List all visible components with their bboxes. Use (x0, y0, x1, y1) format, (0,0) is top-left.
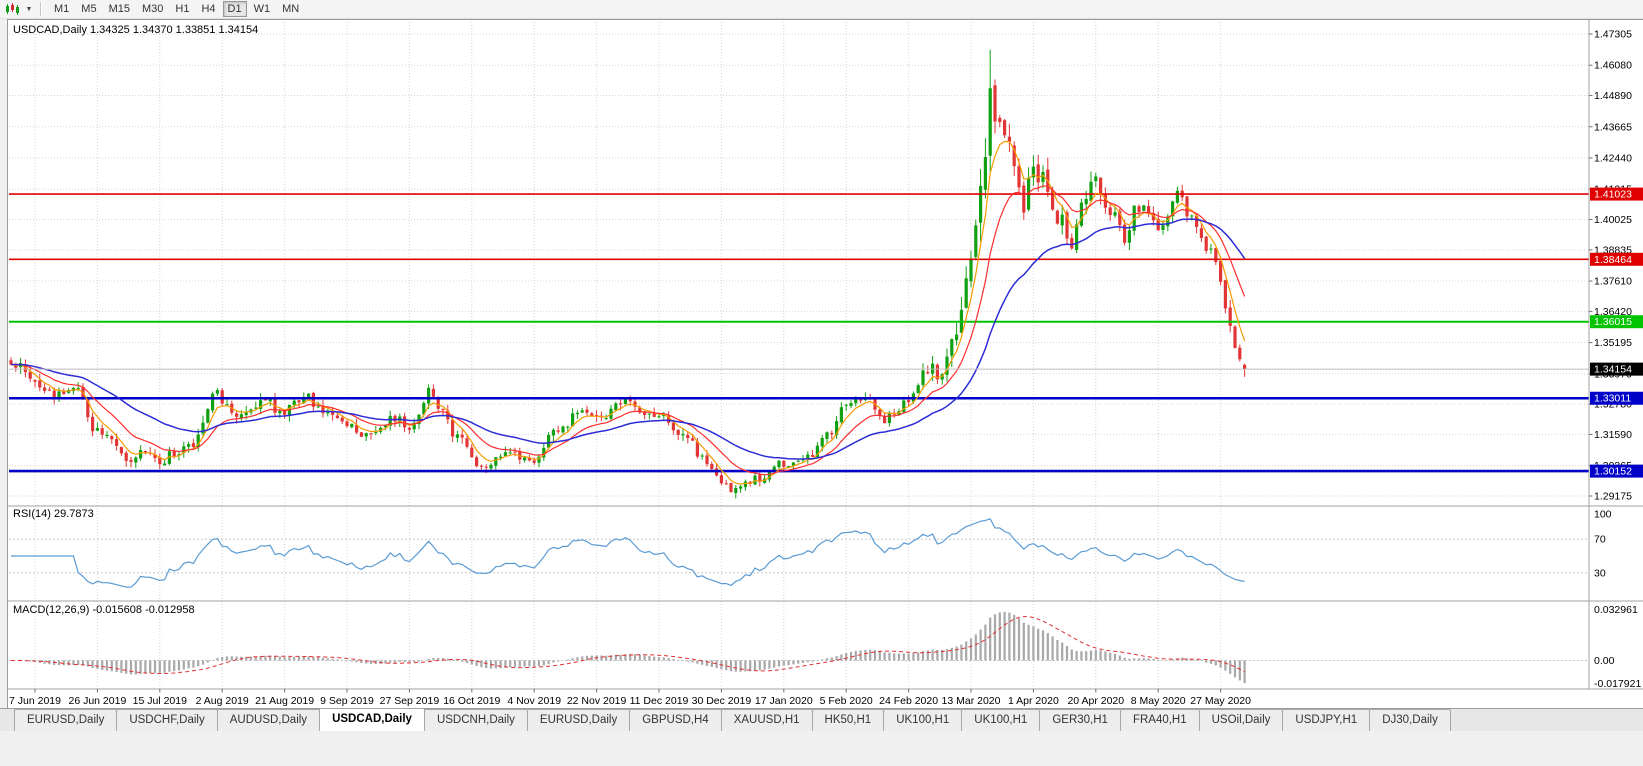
time-axis[interactable]: 7 Jun 2019 26 Jun 2019 15 Jul 2019 2 Aug 20… (9, 689, 1251, 707)
chart-tab-usdcad-daily[interactable]: USDCAD,Daily (319, 708, 425, 731)
svg-text:11 Dec 2019: 11 Dec 2019 (630, 695, 689, 707)
chart-tabs: EURUSD,Daily USDCHF,Daily AUDUSD,Daily USDC… (14, 708, 1451, 731)
timeframe-button-d1[interactable]: D1 (222, 1, 247, 17)
chart-tab-usoil-daily[interactable]: USOil,Daily (1198, 709, 1284, 731)
svg-text:1.34154: 1.34154 (1594, 364, 1632, 376)
svg-text:-0.017921: -0.017921 (1594, 678, 1641, 690)
top-toolbar: ▼ M1 M5 M15 M30 H1 H4 D1 W1 MN (0, 0, 1643, 19)
svg-text:13 Mar 2020: 13 Mar 2020 (942, 695, 1001, 707)
timeframe-button-m1[interactable]: M1 (54, 3, 70, 15)
grid-lines (9, 22, 1589, 689)
svg-text:1 Apr 2020: 1 Apr 2020 (1008, 695, 1059, 707)
svg-text:30: 30 (1594, 567, 1606, 579)
price-chart-canvas[interactable]: 1.473051.460801.448901.436651.424401.412… (8, 20, 1643, 709)
price-axis[interactable]: 1.473051.460801.448901.436651.424401.412… (1588, 20, 1643, 689)
candlestick-chart-icon[interactable] (3, 2, 23, 17)
chart-tab-xauusd-h1[interactable]: XAUUSD,H1 (720, 709, 813, 731)
svg-text:4 Nov 2019: 4 Nov 2019 (507, 695, 561, 707)
svg-text:1.44890: 1.44890 (1594, 90, 1632, 102)
status-strip (0, 731, 1643, 766)
timeframe-button-m30[interactable]: M30 (141, 3, 164, 15)
svg-text:100: 100 (1594, 509, 1612, 521)
chart-tab-audusd-daily[interactable]: AUDUSD,Daily (216, 709, 321, 731)
moving-average-lines (10, 140, 1246, 485)
svg-text:1.42440: 1.42440 (1594, 152, 1632, 164)
svg-text:1.47305: 1.47305 (1594, 29, 1632, 41)
svg-text:0.032961: 0.032961 (1594, 604, 1638, 616)
svg-text:27 Sep 2019: 27 Sep 2019 (380, 695, 440, 707)
chart-tab-uk100-h1[interactable]: UK100,H1 (961, 709, 1041, 731)
svg-text:1.43665: 1.43665 (1594, 121, 1632, 133)
toolbar-separator (40, 2, 41, 16)
chart-tab-dj30-daily[interactable]: DJ30,Daily (1369, 709, 1451, 731)
chart-tab-usdjpy-h1[interactable]: USDJPY,H1 (1282, 709, 1371, 731)
chart-tab-usdcnh-daily[interactable]: USDCNH,Daily (423, 709, 528, 731)
svg-text:1.33011: 1.33011 (1594, 393, 1631, 405)
svg-text:16 Oct 2019: 16 Oct 2019 (443, 695, 500, 707)
timeframe-button-m5[interactable]: M5 (81, 3, 97, 15)
svg-text:1.37610: 1.37610 (1594, 276, 1632, 288)
svg-text:9 Sep 2019: 9 Sep 2019 (320, 695, 374, 707)
chart-tab-usdchf-daily[interactable]: USDCHF,Daily (116, 709, 218, 731)
chart-menu-caret-icon[interactable]: ▼ (25, 5, 33, 13)
svg-text:7 Jun 2019: 7 Jun 2019 (9, 695, 61, 707)
chart-tab-eurusd-daily[interactable]: EURUSD,Daily (526, 709, 631, 731)
support-resistance-lines[interactable] (9, 193, 1589, 473)
svg-text:1.46080: 1.46080 (1594, 60, 1632, 72)
svg-text:8 May 2020: 8 May 2020 (1131, 695, 1186, 707)
chart-tab-fra40-h1[interactable]: FRA40,H1 (1119, 709, 1200, 731)
svg-text:5 Feb 2020: 5 Feb 2020 (820, 695, 873, 707)
svg-text:21 Aug 2019: 21 Aug 2019 (255, 695, 314, 707)
svg-text:15 Jul 2019: 15 Jul 2019 (133, 695, 187, 707)
macd-indicator-label: MACD(12,26,9) -0.015608 -0.012958 (13, 604, 195, 616)
chart-tab-eurusd-daily[interactable]: EURUSD,Daily (14, 709, 118, 731)
chart-title: USDCAD,Daily 1.34325 1.34370 1.33851 1.3… (13, 24, 259, 36)
svg-text:70: 70 (1594, 534, 1606, 546)
rsi-panel[interactable]: 100 70 30 (9, 509, 1612, 588)
chart-tab-bar: ◄► EURUSD,DailyUSDCHF,DailyAUDUSD,DailyU… (0, 708, 1643, 731)
svg-text:22 Nov 2019: 22 Nov 2019 (567, 695, 627, 707)
svg-text:1.38464: 1.38464 (1594, 254, 1632, 266)
chart-window: 1.473051.460801.448901.436651.424401.412… (7, 19, 1643, 708)
timeframe-button-h1[interactable]: H1 (175, 3, 190, 15)
timeframe-button-w1[interactable]: W1 (253, 3, 271, 15)
svg-text:1.29175: 1.29175 (1594, 491, 1632, 503)
svg-text:1.35195: 1.35195 (1594, 337, 1632, 349)
timeframe-button-group: M1 M5 M15 M30 H1 H4 D1 W1 MN (48, 1, 305, 17)
svg-text:27 May 2020: 27 May 2020 (1190, 695, 1251, 707)
svg-text:2 Aug 2019: 2 Aug 2019 (196, 695, 249, 707)
svg-text:20 Apr 2020: 20 Apr 2020 (1067, 695, 1124, 707)
svg-text:17 Jan 2020: 17 Jan 2020 (755, 695, 813, 707)
svg-text:0.00: 0.00 (1594, 655, 1615, 667)
chart-tab-ger30-h1[interactable]: GER30,H1 (1039, 709, 1121, 731)
chart-tab-uk100-h1[interactable]: UK100,H1 (883, 709, 963, 731)
svg-text:1.40025: 1.40025 (1594, 214, 1632, 226)
svg-text:1.31590: 1.31590 (1594, 429, 1632, 441)
macd-panel[interactable]: 0.032961 0.00 -0.017921 (9, 604, 1641, 690)
chart-tab-hk50-h1[interactable]: HK50,H1 (811, 709, 885, 731)
svg-text:30 Dec 2019: 30 Dec 2019 (692, 695, 752, 707)
rsi-indicator-label: RSI(14) 29.7873 (13, 508, 94, 520)
timeframe-button-mn[interactable]: MN (282, 3, 300, 15)
svg-text:1.30152: 1.30152 (1594, 466, 1632, 478)
svg-text:26 Jun 2019: 26 Jun 2019 (68, 695, 126, 707)
svg-text:1.38835: 1.38835 (1594, 244, 1632, 256)
timeframe-button-h4[interactable]: H4 (201, 3, 216, 15)
svg-text:1.41023: 1.41023 (1594, 189, 1632, 201)
svg-text:1.36420: 1.36420 (1594, 306, 1632, 318)
svg-text:24 Feb 2020: 24 Feb 2020 (879, 695, 938, 707)
chart-tab-gbpusd-h4[interactable]: GBPUSD,H4 (629, 709, 722, 731)
timeframe-button-m15[interactable]: M15 (108, 3, 130, 15)
svg-text:1.36015: 1.36015 (1594, 316, 1632, 328)
